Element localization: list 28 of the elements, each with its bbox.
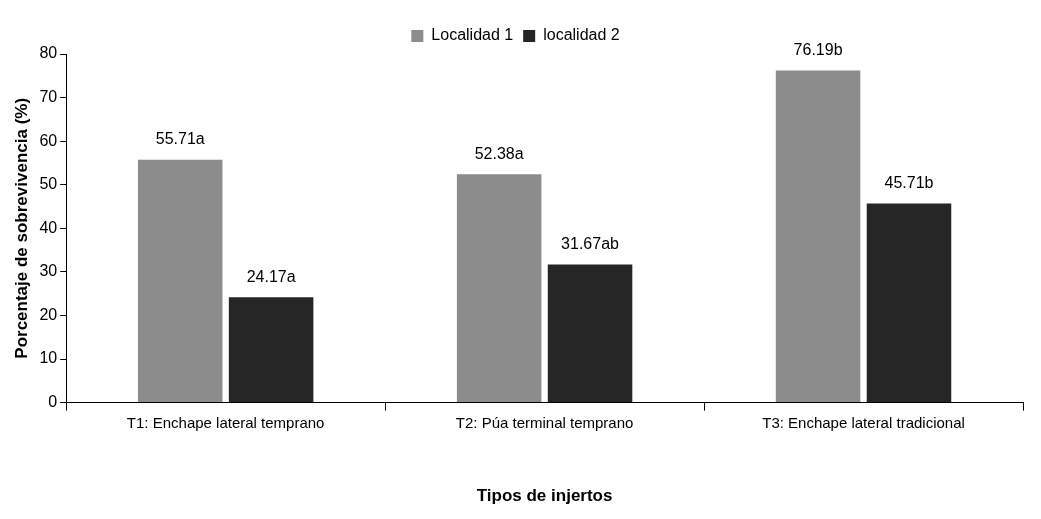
bar: [547, 264, 633, 403]
y-axis-title: Porcentaje de sobrevivencia (%): [11, 97, 31, 359]
legend-label: localidad 2: [543, 26, 620, 44]
legend-label: Localidad 1: [431, 26, 514, 44]
y-tick-label: 80: [39, 44, 58, 62]
y-tick-label: 40: [39, 218, 58, 236]
y-tick-label: 0: [48, 393, 58, 411]
y-tick-label: 50: [39, 175, 58, 193]
bar: [775, 70, 861, 403]
data-label: 76.19b: [793, 41, 843, 59]
y-tick-label: 30: [39, 262, 58, 280]
x-tick-label: T3: Enchape lateral tradicional: [762, 413, 965, 431]
y-tick-label: 20: [39, 305, 58, 323]
y-tick-label: 60: [39, 131, 58, 149]
x-tick-label: T2: Púa terminal temprano: [455, 413, 634, 431]
y-tick-label: 70: [39, 87, 58, 105]
data-label: 45.71b: [884, 173, 934, 191]
bar: [137, 159, 223, 403]
data-label: 31.67ab: [561, 235, 620, 252]
bar: [228, 297, 314, 403]
data-label: 55.71a: [155, 130, 205, 148]
x-tick-label: T1: Enchape lateral temprano: [126, 413, 325, 431]
bar: [456, 174, 542, 403]
data-label: 24.17a: [246, 267, 296, 285]
data-label: 52.38a: [474, 144, 524, 162]
x-axis-title: Tipos de injertos: [476, 486, 613, 506]
y-tick-label: 10: [39, 349, 58, 367]
bar: [866, 203, 952, 403]
